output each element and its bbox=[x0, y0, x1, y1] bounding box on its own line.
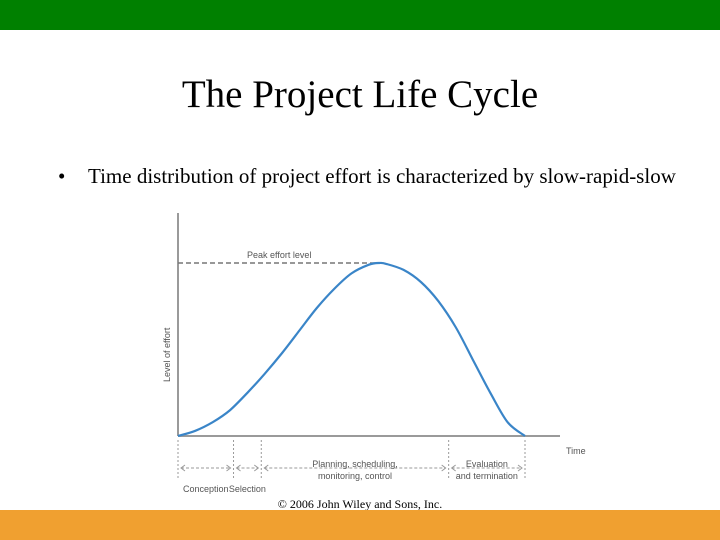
x-axis-label: Time bbox=[566, 446, 586, 456]
copyright-footer: © 2006 John Wiley and Sons, Inc. bbox=[277, 497, 443, 511]
phase-arrow-right bbox=[226, 464, 232, 472]
phase-arrow-right bbox=[253, 464, 260, 472]
effort-curve bbox=[177, 261, 526, 438]
top-accent-bar bbox=[0, 0, 720, 30]
bullet-item: • Time distribution of project effort is… bbox=[58, 162, 678, 190]
phase-label: Evaluation bbox=[466, 459, 508, 469]
bullet-dot: • bbox=[58, 164, 66, 188]
phase-arrow-left bbox=[180, 464, 186, 472]
phase-label: Planning, scheduling, bbox=[312, 459, 398, 469]
slide-title: The Project Life Cycle bbox=[181, 73, 539, 116]
peak-effort-label: Peak effort level bbox=[247, 250, 311, 260]
phase-label: Conception bbox=[183, 484, 229, 494]
y-axis-label: Level of effort bbox=[162, 327, 172, 382]
phase-arrow-right bbox=[441, 464, 447, 472]
bottom-accent-bar bbox=[0, 510, 720, 540]
phase-markers: Conception Selection Planning, scheduling,… bbox=[177, 440, 526, 494]
phase-label: and termination bbox=[456, 471, 518, 481]
phase-arrow-left bbox=[235, 464, 241, 472]
phase-label: monitoring, control bbox=[318, 471, 392, 481]
phase-label: Selection bbox=[229, 484, 266, 494]
phase-arrow-left bbox=[263, 464, 269, 472]
phase-arrow-left bbox=[450, 464, 456, 472]
bullet-text: Time distribution of project effort is c… bbox=[88, 164, 676, 188]
phase-arrow-right bbox=[517, 464, 523, 472]
